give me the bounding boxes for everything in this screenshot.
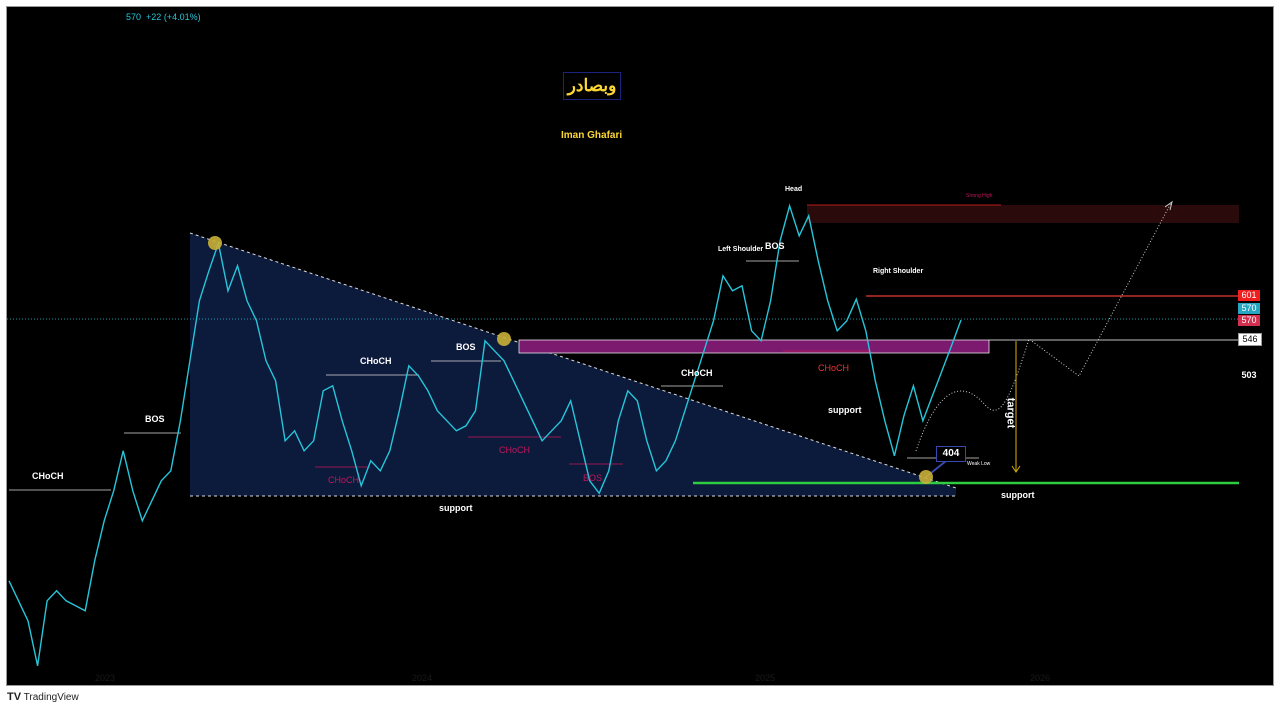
price-chart[interactable] xyxy=(7,7,1273,685)
label-bos: BOS xyxy=(583,473,603,483)
pivot-marker xyxy=(919,470,933,484)
label-choch: CHoCH xyxy=(681,368,713,378)
price-tag-503: 503 xyxy=(1241,370,1257,380)
label-choch: CHoCH xyxy=(328,475,360,485)
price-change: +22 (+4.01%) xyxy=(146,12,201,22)
price-tag-570-last: 570 xyxy=(1238,303,1260,314)
triangle-upper-trendline xyxy=(189,232,957,489)
x-tick: 2025 xyxy=(755,673,776,683)
tradingview-text: TradingView xyxy=(23,692,79,703)
x-tick: 2024 xyxy=(412,673,433,683)
chart-frame xyxy=(6,6,1274,686)
price-series-line xyxy=(8,203,962,666)
weak-low-callout: 404 xyxy=(936,446,966,462)
pivot-marker xyxy=(497,332,511,346)
x-tick: 2023 xyxy=(95,673,116,683)
pivot-marker xyxy=(208,236,222,250)
label-support: support xyxy=(1001,490,1035,500)
label-weak-low: Weak Low xyxy=(967,461,991,467)
label-bos: BOS xyxy=(145,414,165,424)
author-name: Iman Ghafari xyxy=(561,130,623,141)
persian-title: وبصادر xyxy=(563,72,621,100)
label-head: Head xyxy=(785,186,803,193)
last-price: 570 xyxy=(126,12,142,22)
order-block-zone xyxy=(518,339,990,354)
symbol-header: 570 +22 (+4.01%) xyxy=(126,12,201,22)
x-tick: 2026 xyxy=(1030,673,1051,683)
label-choch: CHoCH xyxy=(360,356,392,366)
strong-high-zone xyxy=(807,205,1239,223)
label-support: support xyxy=(828,405,862,415)
structure-lines xyxy=(9,260,979,491)
tradingview-logo[interactable]: TV TradingView xyxy=(7,691,79,703)
label-strong-high: Strong High xyxy=(966,193,993,199)
projection-arrowhead xyxy=(1164,200,1173,211)
label-choch: CHoCH xyxy=(32,471,64,481)
label-bos: BOS xyxy=(765,241,785,251)
label-right-shoulder: Right Shoulder xyxy=(873,268,924,275)
descending-triangle xyxy=(190,233,956,496)
tradingview-mark-icon: TV xyxy=(7,691,22,703)
price-tag-601: 601 xyxy=(1238,290,1260,301)
price-tag-546: 546 xyxy=(1238,333,1262,346)
label-choch: CHoCH xyxy=(499,445,531,455)
label-left-shoulder: Left Shoulder xyxy=(718,246,764,253)
label-target: target xyxy=(1004,397,1017,429)
projection-path xyxy=(915,202,1172,452)
label-support: support xyxy=(439,503,473,513)
target-arrowhead xyxy=(1011,465,1021,473)
price-tag-570: 570 xyxy=(1238,315,1260,326)
label-choch: CHoCH xyxy=(818,363,850,373)
label-bos: BOS xyxy=(456,342,476,352)
